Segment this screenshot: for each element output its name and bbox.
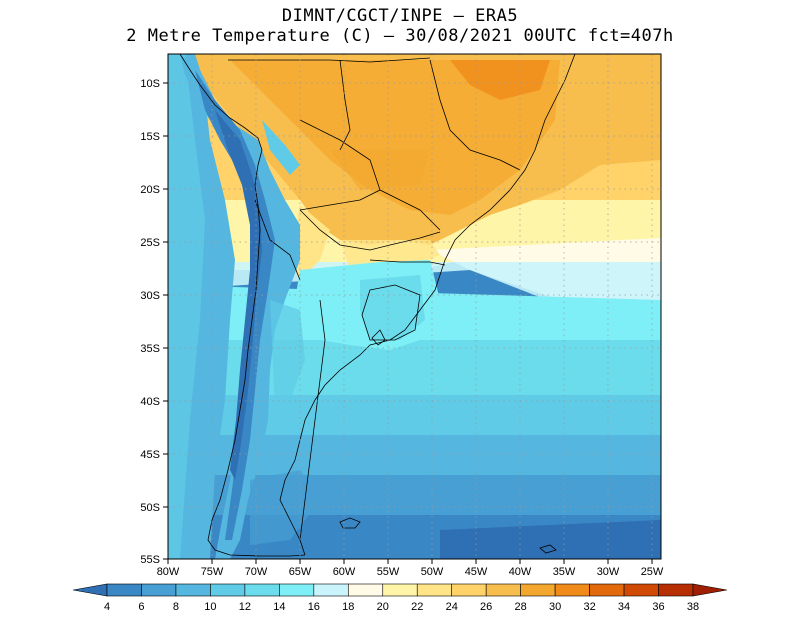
title-line-2: 2 Metre Temperature (C) – 30/08/2021 00U…: [126, 26, 674, 46]
colorbar-label: 30: [549, 601, 561, 613]
colorbar-arrow-low: [72, 583, 108, 597]
lon-label: 65W: [289, 566, 312, 578]
colorbar-label: 24: [446, 601, 458, 613]
map-frame: [167, 53, 662, 560]
colorbar-label: 18: [342, 601, 354, 613]
lat-label: 25S: [140, 237, 160, 249]
colorbar-label: 20: [377, 601, 389, 613]
lon-label: 80W: [157, 566, 180, 578]
colorbar-label: 22: [411, 601, 423, 613]
colorbar-label: 6: [138, 601, 144, 613]
colorbar-swatch: [347, 583, 384, 597]
colorbar-swatch: [589, 583, 625, 597]
colorbar-label: 16: [308, 601, 320, 613]
lat-label: 40S: [140, 396, 160, 408]
lon-label: 60W: [333, 566, 356, 578]
lon-label: 45W: [465, 566, 488, 578]
colorbar-swatch: [279, 583, 315, 597]
colorbar-swatch: [382, 583, 418, 597]
colorbar-swatch: [313, 583, 349, 597]
lon-label: 75W: [201, 566, 224, 578]
lat-label: 10S: [140, 78, 160, 90]
colorbar-swatch: [451, 583, 487, 597]
lon-label: 55W: [377, 566, 400, 578]
colorbar-label: 4: [104, 601, 110, 613]
lat-label: 30S: [140, 290, 160, 302]
coastlines-borders: [179, 54, 576, 557]
colorbar-swatch: [416, 583, 453, 597]
title-line-1: DIMNT/CGCT/INPE – ERA5: [281, 6, 519, 26]
colorbar-swatch: [485, 583, 521, 597]
lat-label: 50S: [140, 502, 160, 514]
colorbar-swatch: [520, 583, 556, 597]
colorbar-swatch: [210, 583, 246, 597]
lat-label: 15S: [140, 131, 160, 143]
colorbar-label: 8: [173, 601, 179, 613]
colorbar-label: 28: [515, 601, 527, 613]
colorbar-label: 36: [652, 601, 664, 613]
colorbar-label: 26: [480, 601, 492, 613]
lon-label: 50W: [421, 566, 444, 578]
lon-label: 35W: [553, 566, 576, 578]
lat-label: 45S: [140, 449, 160, 461]
longitude-labels: 80W 75W 70W 65W 60W 55W 50W 45W 40W 35W …: [157, 566, 664, 578]
colorbar-swatch: [623, 583, 659, 597]
colorbar-label: 34: [618, 601, 630, 613]
colorbar-swatch: [658, 583, 694, 597]
lat-label: 35S: [140, 343, 160, 355]
temperature-field: [168, 54, 661, 559]
colorbar-swatch: [106, 583, 142, 597]
latitude-labels: 10S 15S 20S 25S 30S 35S 40S 45S 50S 55S: [140, 78, 160, 566]
colorbar-label: 14: [273, 601, 285, 613]
colorbar: [72, 583, 728, 597]
colorbar-label: 38: [687, 601, 699, 613]
tick-marks: [163, 82, 653, 564]
colorbar-swatch: [244, 583, 280, 597]
lat-label: 55S: [140, 554, 160, 566]
lon-label: 40W: [509, 566, 532, 578]
lat-label: 20S: [140, 184, 160, 196]
lon-label: 70W: [245, 566, 268, 578]
colorbar-swatch: [554, 583, 590, 597]
colorbar-arrow-high: [692, 583, 728, 597]
colorbar-label: 10: [204, 601, 216, 613]
colorbar-labels: 4 6 8 10 12 14 16 18 20 22 24 26 28 30 32 34 36 38: [104, 601, 699, 613]
lon-label: 30W: [597, 566, 620, 578]
colorbar-label: 12: [239, 601, 251, 613]
colorbar-label: 32: [583, 601, 595, 613]
lon-label: 25W: [641, 566, 664, 578]
colorbar-swatch: [141, 583, 177, 597]
colorbar-swatch: [175, 583, 211, 597]
